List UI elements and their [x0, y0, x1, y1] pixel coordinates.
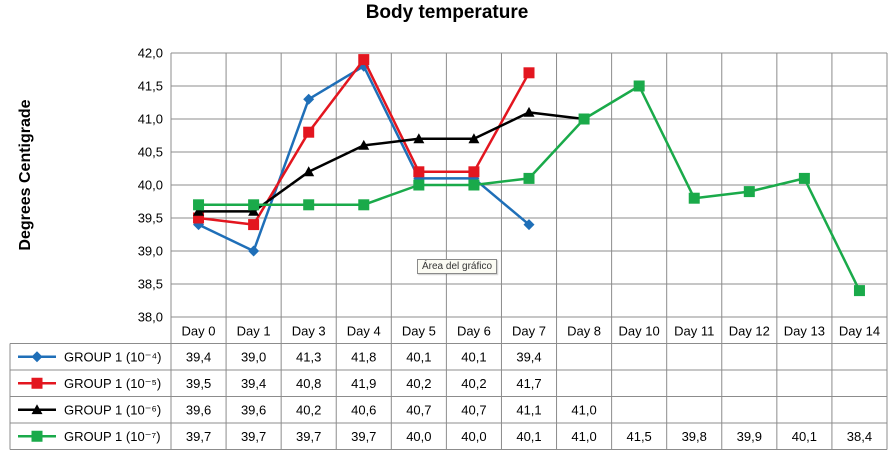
table-cell-value: 39,9	[737, 429, 762, 444]
table-cell-value: 40,0	[406, 429, 431, 444]
y-tick-label: 41,5	[138, 79, 163, 94]
x-category-label: Day 8	[567, 323, 601, 338]
x-category-label: Day 1	[237, 323, 271, 338]
table-cell-value: 40,2	[461, 376, 486, 391]
table-cell-value: 40,1	[516, 429, 541, 444]
table-cell-value: 39,8	[682, 429, 707, 444]
x-category-label: Day 4	[347, 323, 381, 338]
table-cell-value: 39,5	[186, 376, 211, 391]
table-cell-value: 41,7	[516, 376, 541, 391]
data-point	[413, 179, 425, 191]
data-point	[193, 212, 205, 224]
table-cell-value: 39,7	[241, 429, 266, 444]
table-cell-value: 39,4	[186, 349, 211, 364]
data-point	[633, 80, 645, 92]
data-point	[468, 179, 480, 191]
data-point	[358, 199, 370, 211]
data-point	[358, 139, 370, 150]
table-cell-value: 39,7	[186, 429, 211, 444]
data-point	[413, 166, 425, 178]
table-cell-value: 39,4	[241, 376, 266, 391]
table-cell-value: 41,0	[571, 402, 596, 417]
chart-area-tooltip: Área del gráfico	[417, 259, 498, 274]
data-point	[523, 172, 535, 184]
legend-marker	[31, 430, 43, 442]
data-point	[853, 285, 865, 297]
y-tick-label: 42,0	[138, 46, 163, 61]
table-cell-value: 39,7	[351, 429, 376, 444]
y-tick-label: 41,0	[138, 112, 163, 127]
table-cell-value: 41,5	[626, 429, 651, 444]
data-point	[578, 113, 590, 125]
x-category-label: Day 3	[292, 323, 326, 338]
data-point	[468, 166, 480, 178]
y-tick-label: 38,0	[138, 310, 163, 325]
x-category-label: Day 12	[729, 323, 770, 338]
data-point	[523, 67, 535, 79]
data-point	[523, 219, 535, 231]
chart-title: Body temperature	[365, 2, 529, 23]
table-cell-value: 41,0	[571, 429, 596, 444]
data-point	[303, 199, 315, 211]
table-cell-value: 40,2	[406, 376, 431, 391]
table-cell-value: 40,1	[792, 429, 817, 444]
x-category-label: Day 11	[674, 323, 714, 338]
data-point	[303, 93, 315, 105]
data-point	[303, 126, 315, 138]
legend-label: GROUP 1 (10⁻⁶)	[64, 402, 161, 417]
table-cell-value: 40,7	[406, 402, 431, 417]
y-tick-label: 39,0	[138, 244, 163, 259]
table-cell-value: 40,1	[461, 349, 486, 364]
x-category-label: Day 14	[839, 323, 880, 338]
data-point	[248, 205, 260, 216]
x-category-label: Day 13	[784, 323, 825, 338]
data-point	[743, 186, 755, 198]
table-cell-value: 39,6	[241, 402, 266, 417]
data-point	[468, 133, 480, 144]
x-category-label: Day 5	[402, 323, 436, 338]
data-point	[303, 166, 315, 177]
table-cell-value: 40,0	[461, 429, 486, 444]
table-cell-value: 38,4	[847, 429, 872, 444]
legend-marker	[31, 351, 43, 363]
table-cell-value: 41,3	[296, 349, 321, 364]
x-category-label: Day 7	[512, 323, 546, 338]
table-cell-value: 40,8	[296, 376, 321, 391]
legend-label: GROUP 1 (10⁻⁵)	[64, 376, 161, 391]
y-tick-label: 39,5	[138, 211, 163, 226]
data-point	[193, 205, 205, 216]
data-point	[523, 106, 535, 117]
table-cell-value: 39,6	[186, 402, 211, 417]
data-point	[248, 199, 260, 211]
x-category-label: Day 10	[619, 323, 660, 338]
y-tick-label: 38,5	[138, 277, 163, 292]
table-cell-value: 39,4	[516, 349, 541, 364]
data-point	[358, 54, 370, 66]
table-cell-value: 40,7	[461, 402, 486, 417]
legend-marker	[31, 404, 43, 415]
y-tick-label: 40,0	[138, 178, 163, 193]
table-cell-value: 40,2	[296, 402, 321, 417]
table-cell-value: 41,1	[516, 402, 541, 417]
table-cell-value: 39,7	[296, 429, 321, 444]
table-cell-value: 40,6	[351, 402, 376, 417]
data-point	[248, 245, 260, 257]
y-tick-label: 40,5	[138, 145, 163, 160]
data-point	[413, 133, 425, 144]
table-cell-value: 39,0	[241, 349, 266, 364]
data-point	[248, 219, 260, 231]
data-point	[193, 199, 205, 211]
legend-label: GROUP 1 (10⁻⁷)	[64, 429, 161, 444]
x-category-label: Day 0	[182, 323, 216, 338]
table-cell-value: 41,8	[351, 349, 376, 364]
x-category-label: Day 6	[457, 323, 491, 338]
legend-label: GROUP 1 (10⁻⁴)	[64, 349, 161, 364]
data-point	[688, 192, 700, 204]
legend-marker	[31, 377, 43, 389]
table-cell-value: 40,1	[406, 349, 431, 364]
data-point	[798, 172, 810, 184]
table-cell-value: 41,9	[351, 376, 376, 391]
